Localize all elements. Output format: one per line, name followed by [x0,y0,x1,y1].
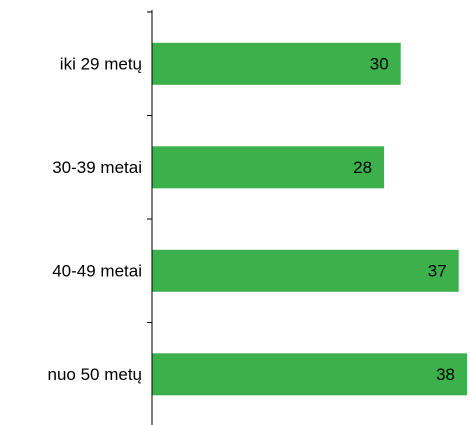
value-labels-layer: 30 28 37 38 [353,54,455,384]
category-label: nuo 50 metų [47,365,142,384]
bar-nuo-50-met [152,353,467,396]
category-labels-layer: iki 29 metų 30-39 metai 40-49 metai nuo 50 … [47,54,142,384]
value-label: 37 [428,261,447,280]
value-label: 38 [436,365,455,384]
bars-layer [152,42,467,396]
value-label: 28 [353,158,372,177]
category-label: iki 29 metų [60,54,142,73]
bar-40-49-metai [152,249,459,292]
value-label: 30 [370,54,389,73]
bar-30-39-metai [152,146,385,189]
category-label: 40-49 metai [52,261,142,280]
bar-iki-29-met [152,42,401,85]
category-label: 30-39 metai [52,158,142,177]
y-axis [147,10,153,425]
